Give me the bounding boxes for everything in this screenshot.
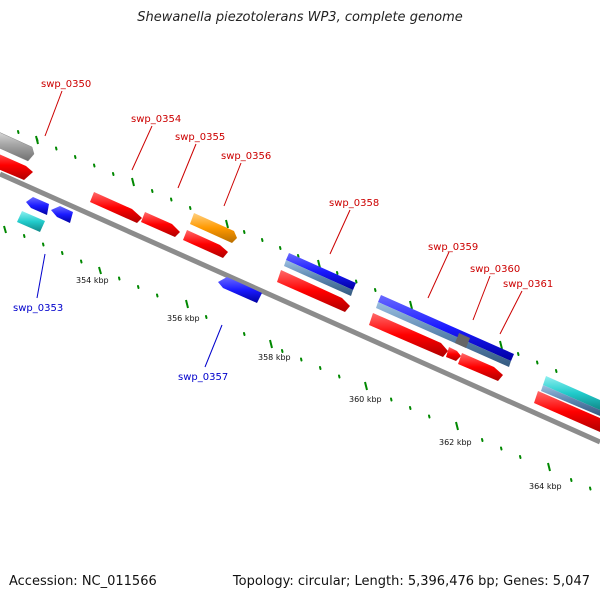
gene-label-swp_0361[interactable]: swp_0361 [503,279,553,290]
gene-arrow-swp_0356-orange[interactable] [190,213,237,243]
gene-arrow-swp_0356-red[interactable] [183,230,228,258]
topology-text: Topology: circular; Length: 5,396,476 bp… [232,574,590,589]
gene-arrow-swp_0357[interactable] [218,277,262,303]
scale-label-362: 362 kbp [439,438,472,447]
scale-label-356: 356 kbp [167,314,200,323]
gene-arrow-swp_0355[interactable] [141,212,180,237]
gene-label-swp_0357[interactable]: swp_0357 [178,372,228,383]
gene-arrow-swp_0354[interactable] [90,192,142,223]
accession-text: Accession: NC_011566 [9,574,157,589]
scale-label-364: 364 kbp [529,482,562,491]
gene-arrow-swp_0358-red[interactable] [277,270,350,312]
gene-arrow-swp_0358-blue[interactable] [286,253,356,290]
label-leaders [36,90,523,368]
gene-label-swp_0358[interactable]: swp_0358 [329,198,379,209]
gene-arrow-right-steel[interactable] [541,385,600,416]
gene-label-swp_0350[interactable]: swp_0350 [41,79,91,90]
gene-arrow-swp_0360-red[interactable] [458,353,503,381]
gene-arrow-right-red[interactable] [534,391,600,432]
gene-label-swp_0354[interactable]: swp_0354 [131,114,181,125]
gene-label-swp_0353[interactable]: swp_0353 [13,303,63,314]
gene-label-swp_0356[interactable]: swp_0356 [221,151,271,162]
scale-label-354: 354 kbp [76,276,109,285]
gene-arrow-gray[interactable] [0,128,35,162]
gene-arrow-swp_0359-steel[interactable] [376,302,511,367]
outer-tick-row [17,130,558,373]
inner-major-ticks [3,225,551,472]
gene-arrow-small-red[interactable] [446,347,461,361]
gene-arrow-swp_0353-blue-1[interactable] [26,197,49,215]
inner-tick-row [23,234,592,491]
gene-arrow-swp_0359-red[interactable] [369,313,448,357]
scale-label-358: 358 kbp [258,353,291,362]
gene-label-swp_0360[interactable]: swp_0360 [470,264,520,275]
genome-title: Shewanella piezotolerans WP3, complete g… [137,10,463,25]
gene-label-swp_0355[interactable]: swp_0355 [175,132,225,143]
gene-arrow-swp_0353-cyan[interactable] [17,211,45,232]
outer-major-ticks [35,135,503,350]
gene-arrow-red-left[interactable] [0,150,33,180]
genome-backbone [0,171,600,445]
gene-arrow-swp_0353-blue-2[interactable] [51,206,73,223]
gene-arrow-swp_0359-gray-marker [455,333,470,348]
gene-arrow-swp_0358-steel[interactable] [284,260,353,296]
gene-arrow-right-cyan[interactable] [543,376,600,410]
gene-label-swp_0359[interactable]: swp_0359 [428,242,478,253]
gene-arrow-swp_0359-blue[interactable] [378,295,514,361]
scale-label-360: 360 kbp [349,395,382,404]
